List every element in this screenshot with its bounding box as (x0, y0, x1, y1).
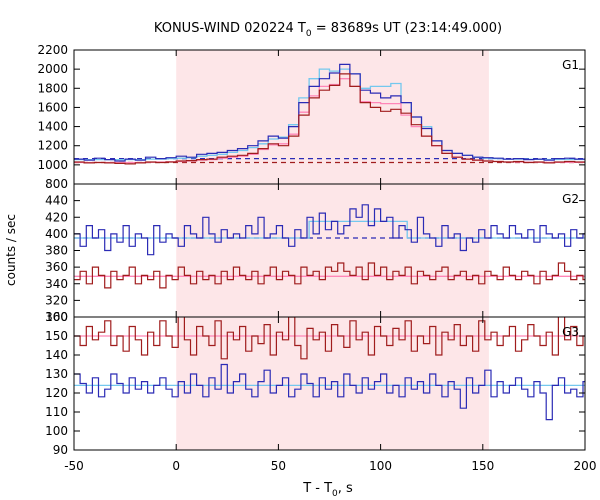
y-tick-label: 90 (53, 443, 68, 457)
panel-plot-area (74, 317, 585, 421)
panel-frame (73, 316, 586, 451)
y-tick-label: 120 (45, 386, 68, 400)
y-tick-label: 100 (45, 424, 68, 438)
y-tick-label: 2000 (37, 62, 68, 76)
series-blue-g2 (74, 204, 585, 256)
y-tick-label: 420 (45, 210, 68, 224)
series-blue-g1 (74, 63, 585, 162)
chart-title: KONUS-WIND 020224 T0 = 83689s UT (23:14:… (154, 21, 502, 39)
panel-plot-area (74, 204, 585, 289)
x-tick-label: 50 (271, 459, 286, 473)
y-tick-label: 1000 (37, 158, 68, 172)
series-blue-g3 (74, 363, 585, 421)
x-tick-label: 0 (172, 459, 180, 473)
y-tick-label: 1400 (37, 120, 68, 134)
panel-label: G2 (562, 192, 579, 206)
series-red-g3 (74, 317, 585, 360)
y-tick-label: 300 (45, 310, 68, 324)
y-tick-label: 110 (45, 405, 68, 419)
y-tick-label: 800 (45, 177, 68, 191)
shaded-interval (176, 50, 489, 450)
y-tick-label: 1600 (37, 100, 68, 114)
y-tick-label: 340 (45, 277, 68, 291)
plot-layer: 8001000120014001600180020002200G13003203… (37, 43, 596, 473)
x-tick-label: -50 (64, 459, 84, 473)
y-tick-label: 130 (45, 367, 68, 381)
x-tick-label: 200 (574, 459, 597, 473)
x-tick-label: 150 (471, 459, 494, 473)
y-tick-label: 160 (45, 310, 68, 324)
y-tick-label: 360 (45, 260, 68, 274)
series-red-g1 (74, 73, 585, 165)
y-tick-label: 380 (45, 244, 68, 258)
y-tick-label: 400 (45, 227, 68, 241)
y-axis-label: counts / sec (4, 214, 18, 286)
panel-plot-area (74, 63, 585, 165)
y-tick-label: 440 (45, 194, 68, 208)
y-tick-label: 140 (45, 348, 68, 362)
series-red-g2 (74, 262, 585, 289)
y-tick-label: 150 (45, 329, 68, 343)
x-tick-label: 100 (369, 459, 392, 473)
y-tick-label: 2200 (37, 43, 68, 57)
y-tick-label: 1200 (37, 139, 68, 153)
panel-label: G1 (562, 58, 579, 72)
panel-label: G3 (562, 325, 579, 339)
y-tick-label: 1800 (37, 81, 68, 95)
panel-g3: 90 100 110 120 130 140 150 160 G3 (45, 310, 586, 457)
x-axis-label: T - T0, s (302, 481, 353, 499)
y-tick-label: 320 (45, 293, 68, 307)
